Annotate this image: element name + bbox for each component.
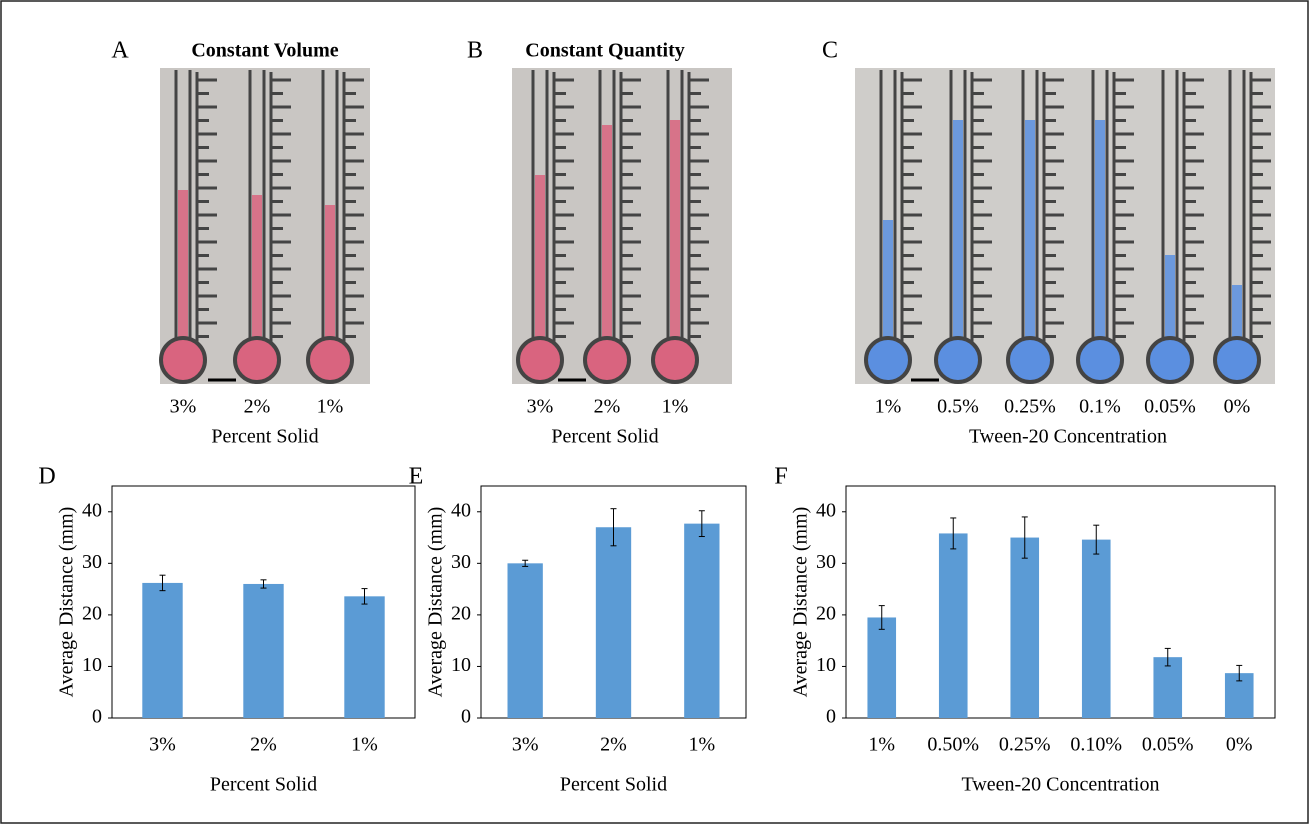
bar [684, 524, 719, 718]
photo-label: 2% [594, 396, 621, 418]
wick-fill [670, 120, 680, 360]
x-tick-label: 0% [1226, 734, 1253, 756]
photo-label: 0.1% [1079, 396, 1121, 418]
photo-label: 0.5% [937, 396, 979, 418]
x-tick-label: 0.25% [999, 734, 1051, 756]
bar [1010, 538, 1039, 718]
bulb [235, 338, 279, 382]
y-tick-label: 30 [451, 551, 471, 573]
y-tick-label: 30 [82, 551, 102, 573]
photo-label: 0.25% [1004, 396, 1056, 418]
y-tick-label: 40 [816, 499, 836, 521]
bar [1082, 540, 1111, 718]
y-tick-label: 30 [816, 551, 836, 573]
y-tick-label: 10 [816, 654, 836, 676]
y-tick-label: 20 [82, 602, 102, 624]
y-tick-label: 10 [82, 654, 102, 676]
y-tick-label: 20 [451, 602, 471, 624]
panel-letter: E [409, 464, 424, 490]
bulb [585, 338, 629, 382]
wick-fill [602, 125, 612, 360]
x-axis-label: Percent Solid [560, 774, 667, 796]
y-tick-label: 0 [461, 706, 471, 728]
bulb [161, 338, 205, 382]
y-tick-label: 20 [816, 602, 836, 624]
x-tick-label: 1% [351, 734, 378, 756]
wick-fill [1025, 120, 1035, 360]
x-tick-label: 3% [149, 734, 176, 756]
x-tick-label: 0.10% [1070, 734, 1122, 756]
bulb [1078, 338, 1122, 382]
figure: 3% 2% 1% A Constant Volume Percent Solid 3% 2% 1… [0, 0, 1309, 824]
photo-label: 1% [662, 396, 689, 418]
photo-title: Constant Volume [191, 40, 338, 62]
photo [855, 68, 1275, 384]
photo-title: Constant Quantity [525, 40, 684, 62]
x-tick-label: 1% [868, 734, 895, 756]
y-tick-label: 0 [826, 706, 836, 728]
wick-fill [953, 120, 963, 360]
photo-label: 1% [317, 396, 344, 418]
photo-axis-label: Tween-20 Concentration [969, 426, 1167, 448]
bar [508, 563, 543, 718]
bar [344, 596, 384, 718]
bulb [1215, 338, 1259, 382]
photo-label: 3% [170, 396, 197, 418]
photo-axis-label: Percent Solid [211, 426, 318, 448]
x-axis-label: Tween-20 Concentration [962, 774, 1160, 796]
bar [596, 527, 631, 718]
y-tick-label: 40 [82, 499, 102, 521]
x-tick-label: 3% [512, 734, 539, 756]
wick-fill [178, 190, 188, 360]
wick-fill [252, 195, 262, 360]
photo-axis-label: Percent Solid [551, 426, 658, 448]
photo-label: 3% [527, 396, 554, 418]
bulb [936, 338, 980, 382]
photo-label: 0% [1224, 396, 1251, 418]
x-tick-label: 2% [250, 734, 277, 756]
bulb [518, 338, 562, 382]
x-tick-label: 2% [600, 734, 627, 756]
bulb [1008, 338, 1052, 382]
panel-letter: A [111, 38, 129, 64]
photo-label: 2% [244, 396, 271, 418]
x-tick-label: 1% [688, 734, 715, 756]
panel-letter: F [774, 464, 787, 490]
panel-letter: C [822, 38, 838, 64]
wick-fill [1095, 120, 1105, 360]
x-tick-label: 0.05% [1142, 734, 1194, 756]
bar [243, 584, 283, 718]
bulb [308, 338, 352, 382]
bar [939, 533, 968, 718]
bulb [1148, 338, 1192, 382]
panel-letter: D [38, 464, 55, 490]
x-tick-label: 0.50% [927, 734, 979, 756]
photo-label: 0.05% [1144, 396, 1196, 418]
y-tick-label: 0 [92, 706, 102, 728]
y-tick-label: 40 [451, 499, 471, 521]
bulb [653, 338, 697, 382]
x-axis-label: Percent Solid [210, 774, 317, 796]
photo-label: 1% [875, 396, 902, 418]
bar [867, 617, 896, 718]
y-axis-label: Average Distance (mm) [790, 507, 812, 698]
y-tick-label: 10 [451, 654, 471, 676]
panel-letter: B [467, 38, 483, 64]
y-axis-label: Average Distance (mm) [425, 507, 447, 698]
bar [142, 583, 182, 718]
wick-fill [535, 175, 545, 360]
bulb [866, 338, 910, 382]
y-axis-label: Average Distance (mm) [56, 507, 78, 698]
